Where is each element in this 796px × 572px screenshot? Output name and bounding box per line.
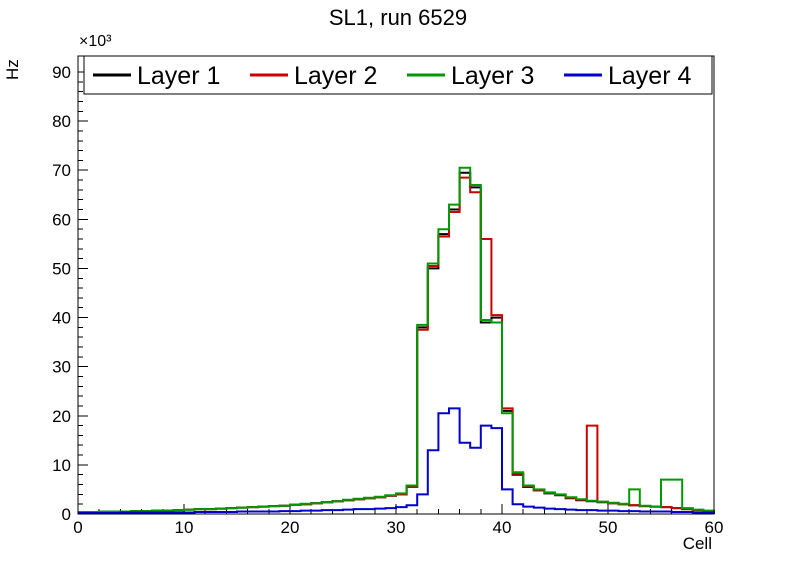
- y-axis-tick-label: 50: [52, 259, 71, 278]
- x-axis-tick-label: 10: [175, 518, 194, 537]
- y-axis-tick-label: 60: [52, 210, 71, 229]
- series-path-layer-1: [78, 171, 715, 514]
- y-axis-tick-label: 20: [52, 407, 71, 426]
- x-axis-tick-label: 40: [493, 518, 512, 537]
- plot-title: SL1, run 6529: [329, 5, 467, 30]
- x-axis-tick-label: 50: [599, 518, 618, 537]
- x-axis-tick-label: 30: [387, 518, 406, 537]
- x-axis-title: Cell: [683, 534, 712, 553]
- x-axis-tick-label: 20: [281, 518, 300, 537]
- x-axis-tick-label: 60: [705, 518, 724, 537]
- y-axis-tick-label: 90: [52, 63, 71, 82]
- axis-ticks: 0 10 20 30 40 50 60 0 10 20 30 40 50 60 70 80 90: [52, 63, 723, 537]
- series-group: [78, 166, 715, 514]
- legend-box: [83, 55, 713, 95]
- legend-entry-label: Layer 2: [294, 62, 377, 90]
- y-axis-tick-label: 40: [52, 309, 71, 328]
- y-axis-title: Hz: [3, 59, 22, 80]
- y-axis-tick-label: 70: [52, 161, 71, 180]
- legend: Layer 1 Layer 2 Layer 3 Layer 4: [83, 55, 713, 95]
- series-path-layer-2: [78, 176, 715, 514]
- y-axis-tick-label: 10: [52, 456, 71, 475]
- y-axis-multiplier: ×10³: [79, 33, 112, 50]
- legend-entry-label: Layer 1: [137, 62, 220, 90]
- series-path-layer-4: [78, 407, 715, 514]
- x-axis-tick-label: 0: [73, 518, 82, 537]
- y-axis-tick-label: 80: [52, 112, 71, 131]
- y-axis-tick-label: 0: [62, 505, 71, 524]
- plot-frame: [77, 55, 715, 515]
- series-path-layer-3: [78, 166, 715, 514]
- legend-entry-label: Layer 4: [608, 62, 691, 90]
- y-axis-tick-label: 30: [52, 358, 71, 377]
- legend-entry-label: Layer 3: [451, 62, 534, 90]
